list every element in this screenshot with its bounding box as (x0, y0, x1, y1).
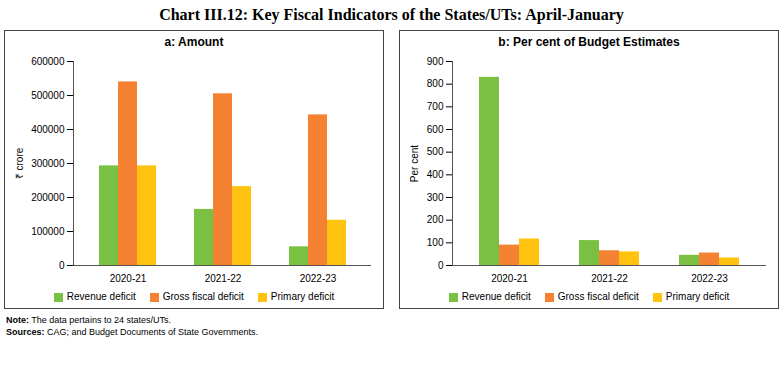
svg-text:200: 200 (427, 214, 444, 225)
svg-text:600: 600 (427, 124, 444, 135)
svg-text:₹ crore: ₹ crore (14, 147, 25, 179)
svg-text:500000: 500000 (31, 90, 65, 101)
svg-text:900: 900 (427, 56, 444, 67)
svg-text:2021-22: 2021-22 (205, 273, 242, 284)
html-text:Gross fiscal deficit: Gross fiscal deficit (162, 291, 244, 302)
svg-text:2022-23: 2022-23 (300, 273, 337, 284)
svg-text:500: 500 (427, 146, 444, 157)
svg-text:0: 0 (59, 260, 65, 271)
html-text:Sources: CAG; and Budget Docum: Sources: CAG; and Budget Documents of St… (6, 327, 259, 338)
html-text:b: Per cent of Budget Estimate: b: Per cent of Budget Estimates (498, 35, 680, 49)
svg-text:2021-22: 2021-22 (591, 273, 628, 284)
svg-text:400: 400 (427, 169, 444, 180)
svg-text:200000: 200000 (31, 192, 65, 203)
html-text:Revenue deficit: Revenue deficit (461, 291, 531, 302)
html-text:a: Amount: a: Amount (164, 35, 224, 49)
svg-text:800: 800 (427, 78, 444, 89)
html-text:Primary deficit: Primary deficit (270, 291, 335, 302)
svg-text:0: 0 (438, 260, 444, 271)
svg-text:2022-23: 2022-23 (691, 273, 728, 284)
svg-text:2020-21: 2020-21 (491, 273, 528, 284)
html-text:Chart III.12: Key Fiscal Indic: Chart III.12: Key Fiscal Indicators of t… (159, 6, 624, 23)
html-text:Note: The data pertains to 24: Note: The data pertains to 24 states/UTs… (6, 315, 171, 325)
html-text:Gross fiscal deficit: Gross fiscal deficit (557, 291, 639, 302)
svg-text:300: 300 (427, 192, 444, 203)
svg-text:100: 100 (427, 237, 444, 248)
svg-text:300000: 300000 (31, 158, 65, 169)
svg-text:Per cent: Per cent (409, 145, 420, 182)
svg-text:100000: 100000 (31, 226, 65, 237)
svg-text:2020-21: 2020-21 (110, 273, 147, 284)
svg-text:400000: 400000 (31, 124, 65, 135)
svg-text:600000: 600000 (31, 56, 65, 67)
html-text:Revenue deficit: Revenue deficit (66, 291, 136, 302)
svg-text:700: 700 (427, 101, 444, 112)
html-text:Primary deficit: Primary deficit (665, 291, 730, 302)
